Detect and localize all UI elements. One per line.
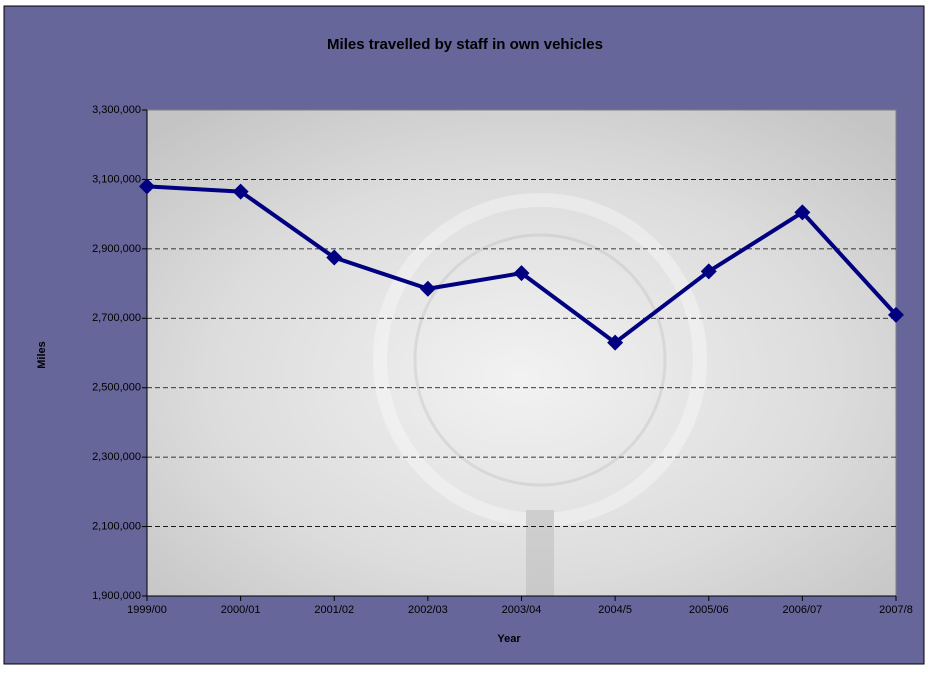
x-tick-label: 2006/07: [782, 604, 822, 616]
x-tick-label: 2007/8: [879, 604, 913, 616]
y-tick-label: 2,900,000: [92, 243, 141, 255]
x-tick-label: 1999/00: [127, 604, 167, 616]
y-tick-label: 3,300,000: [92, 104, 141, 116]
y-tick-label: 1,900,000: [92, 590, 141, 602]
y-tick-label: 3,100,000: [92, 173, 141, 185]
y-axis-title: Miles: [36, 341, 48, 369]
y-tick-label: 2,700,000: [92, 312, 141, 324]
x-axis-title: Year: [497, 633, 521, 645]
chart-title: Miles travelled by staff in own vehicles: [327, 36, 603, 53]
x-tick-label: 2001/02: [314, 604, 354, 616]
y-tick-label: 2,300,000: [92, 451, 141, 463]
y-tick-label: 2,500,000: [92, 382, 141, 394]
x-tick-label: 2004/5: [598, 604, 632, 616]
x-tick-label: 2000/01: [221, 604, 261, 616]
page: Miles travelled by staff in own vehicles…: [0, 0, 934, 671]
x-tick-label: 2003/04: [502, 604, 542, 616]
x-tick-label: 2002/03: [408, 604, 448, 616]
y-tick-label: 2,100,000: [92, 520, 141, 532]
chart: Miles travelled by staff in own vehicles…: [0, 0, 934, 671]
x-tick-label: 2005/06: [689, 604, 729, 616]
